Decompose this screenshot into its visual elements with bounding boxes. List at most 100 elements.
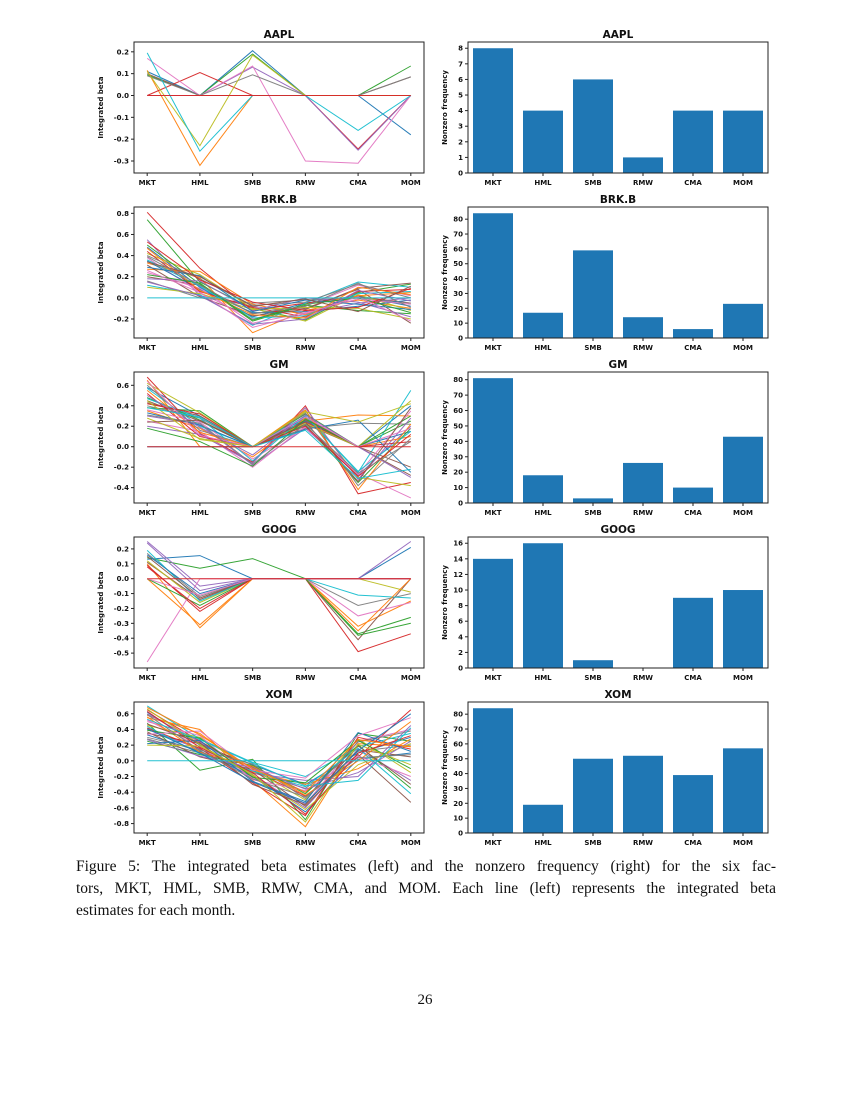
svg-text:0.4: 0.4 bbox=[117, 252, 130, 260]
svg-text:HML: HML bbox=[534, 179, 552, 187]
svg-text:4: 4 bbox=[458, 107, 463, 115]
svg-text:0: 0 bbox=[458, 500, 463, 508]
svg-text:30: 30 bbox=[453, 785, 463, 793]
svg-text:CMA: CMA bbox=[684, 839, 702, 847]
svg-text:10: 10 bbox=[453, 320, 463, 328]
svg-text:-0.2: -0.2 bbox=[114, 464, 129, 472]
svg-text:70: 70 bbox=[453, 392, 463, 400]
svg-text:CMA: CMA bbox=[349, 344, 367, 352]
svg-text:60: 60 bbox=[453, 740, 463, 748]
svg-text:0.4: 0.4 bbox=[117, 726, 130, 734]
svg-text:MOM: MOM bbox=[401, 839, 421, 847]
svg-text:0.6: 0.6 bbox=[117, 710, 130, 718]
chart-gm-nonzero-frequency: GM 0 10 20 30 40 50 60 70 80 MKT HML SMB RMW CMA MOM Non… bbox=[438, 358, 778, 521]
svg-text:HML: HML bbox=[191, 509, 209, 517]
svg-text:MOM: MOM bbox=[733, 839, 753, 847]
svg-text:10: 10 bbox=[453, 484, 463, 492]
svg-text:80: 80 bbox=[453, 216, 463, 224]
svg-text:CMA: CMA bbox=[349, 839, 367, 847]
svg-text:-0.2: -0.2 bbox=[114, 315, 129, 323]
svg-text:SMB: SMB bbox=[244, 839, 261, 847]
svg-text:SMB: SMB bbox=[244, 674, 261, 682]
svg-text:80: 80 bbox=[453, 376, 463, 384]
svg-text:RMW: RMW bbox=[295, 344, 315, 352]
svg-text:Integrated beta: Integrated beta bbox=[97, 571, 105, 634]
svg-text:0.2: 0.2 bbox=[117, 742, 130, 750]
svg-text:-0.8: -0.8 bbox=[114, 820, 129, 828]
svg-text:-0.2: -0.2 bbox=[114, 136, 129, 144]
svg-text:0.2: 0.2 bbox=[117, 423, 130, 431]
svg-text:20: 20 bbox=[453, 469, 463, 477]
svg-text:40: 40 bbox=[453, 770, 463, 778]
svg-text:50: 50 bbox=[453, 755, 463, 763]
svg-text:MKT: MKT bbox=[484, 344, 501, 352]
chart-aapl-integrated-beta: AAPL 0.2 0.1 0.0 -0.1 -0.2 -0.3 MKT HML SMB RMW CMA… bbox=[94, 28, 434, 191]
svg-text:-0.1: -0.1 bbox=[114, 114, 129, 122]
svg-text:7: 7 bbox=[458, 60, 463, 68]
svg-text:SMB: SMB bbox=[584, 839, 601, 847]
svg-text:0.2: 0.2 bbox=[117, 545, 130, 553]
svg-text:0.4: 0.4 bbox=[117, 402, 130, 410]
figure-caption-line: Figure 5: The integrated beta estimates … bbox=[76, 858, 776, 875]
svg-text:2: 2 bbox=[458, 649, 463, 657]
svg-text:BRK.B: BRK.B bbox=[600, 194, 636, 206]
goog-line-svg: GOOG 0.2 0.1 0.0 -0.1 -0.2 -0.3 -0.4 -0.5 MKT HML S… bbox=[97, 524, 425, 682]
svg-text:MKT: MKT bbox=[484, 839, 501, 847]
svg-text:Integrated beta: Integrated beta bbox=[97, 406, 105, 469]
svg-text:MOM: MOM bbox=[733, 674, 753, 682]
svg-text:SMB: SMB bbox=[584, 344, 601, 352]
svg-text:0.6: 0.6 bbox=[117, 231, 130, 239]
figure-caption: Figure 5: The integrated beta estimates … bbox=[76, 856, 776, 922]
svg-text:0.6: 0.6 bbox=[117, 382, 130, 390]
svg-text:0.0: 0.0 bbox=[117, 92, 130, 100]
svg-text:60: 60 bbox=[453, 407, 463, 415]
svg-text:GM: GM bbox=[608, 359, 627, 371]
svg-text:RMW: RMW bbox=[633, 179, 653, 187]
svg-text:HML: HML bbox=[534, 509, 552, 517]
svg-text:SMB: SMB bbox=[584, 509, 601, 517]
svg-text:0: 0 bbox=[458, 665, 463, 673]
svg-text:CMA: CMA bbox=[684, 674, 702, 682]
svg-text:0: 0 bbox=[458, 170, 463, 178]
svg-text:0.2: 0.2 bbox=[117, 273, 130, 281]
svg-text:3: 3 bbox=[458, 123, 463, 131]
svg-text:50: 50 bbox=[453, 422, 463, 430]
svg-text:RMW: RMW bbox=[295, 674, 315, 682]
svg-text:-0.6: -0.6 bbox=[114, 804, 129, 812]
svg-text:MKT: MKT bbox=[484, 179, 501, 187]
svg-text:-0.3: -0.3 bbox=[114, 620, 129, 628]
svg-text:60: 60 bbox=[453, 245, 463, 253]
svg-text:RMW: RMW bbox=[633, 509, 653, 517]
svg-text:40: 40 bbox=[453, 438, 463, 446]
svg-text:MKT: MKT bbox=[484, 674, 501, 682]
svg-text:0.1: 0.1 bbox=[117, 560, 130, 568]
svg-text:-0.5: -0.5 bbox=[114, 650, 129, 658]
svg-text:20: 20 bbox=[453, 800, 463, 808]
svg-text:0: 0 bbox=[458, 335, 463, 343]
svg-text:Integrated beta: Integrated beta bbox=[97, 76, 105, 139]
svg-text:RMW: RMW bbox=[633, 344, 653, 352]
svg-text:40: 40 bbox=[453, 275, 463, 283]
svg-text:HML: HML bbox=[191, 179, 209, 187]
svg-text:SMB: SMB bbox=[244, 344, 261, 352]
svg-text:GM: GM bbox=[269, 359, 288, 371]
svg-text:HML: HML bbox=[534, 839, 552, 847]
svg-text:AAPL: AAPL bbox=[264, 29, 295, 41]
svg-text:MOM: MOM bbox=[733, 509, 753, 517]
svg-text:MOM: MOM bbox=[401, 344, 421, 352]
svg-text:80: 80 bbox=[453, 711, 463, 719]
svg-text:16: 16 bbox=[453, 540, 463, 548]
svg-text:CMA: CMA bbox=[349, 509, 367, 517]
svg-text:70: 70 bbox=[453, 231, 463, 239]
gm-bar-svg: GM 0 10 20 30 40 50 60 70 80 MKT HML SMB RMW CMA MOM Non… bbox=[441, 359, 769, 517]
svg-text:RMW: RMW bbox=[295, 839, 315, 847]
svg-text:GOOG: GOOG bbox=[600, 524, 635, 536]
svg-text:SMB: SMB bbox=[244, 179, 261, 187]
chart-aapl-nonzero-frequency: AAPL 0 1 2 3 4 5 6 7 8 MKT HML SMB RMW CMA MOM Nonzero f… bbox=[438, 28, 778, 191]
brkb-line-svg: BRK.B 0.8 0.6 0.4 0.2 0.0 -0.2 MKT HML SMB RMW CMA M… bbox=[97, 194, 425, 352]
svg-text:MOM: MOM bbox=[401, 674, 421, 682]
svg-text:0.0: 0.0 bbox=[117, 757, 130, 765]
svg-text:0: 0 bbox=[458, 830, 463, 838]
svg-text:2: 2 bbox=[458, 138, 463, 146]
goog-bar-svg: GOOG 0 2 4 6 8 10 12 14 16 MKT HML SMB RMW CMA MOM Nonze… bbox=[441, 524, 769, 682]
